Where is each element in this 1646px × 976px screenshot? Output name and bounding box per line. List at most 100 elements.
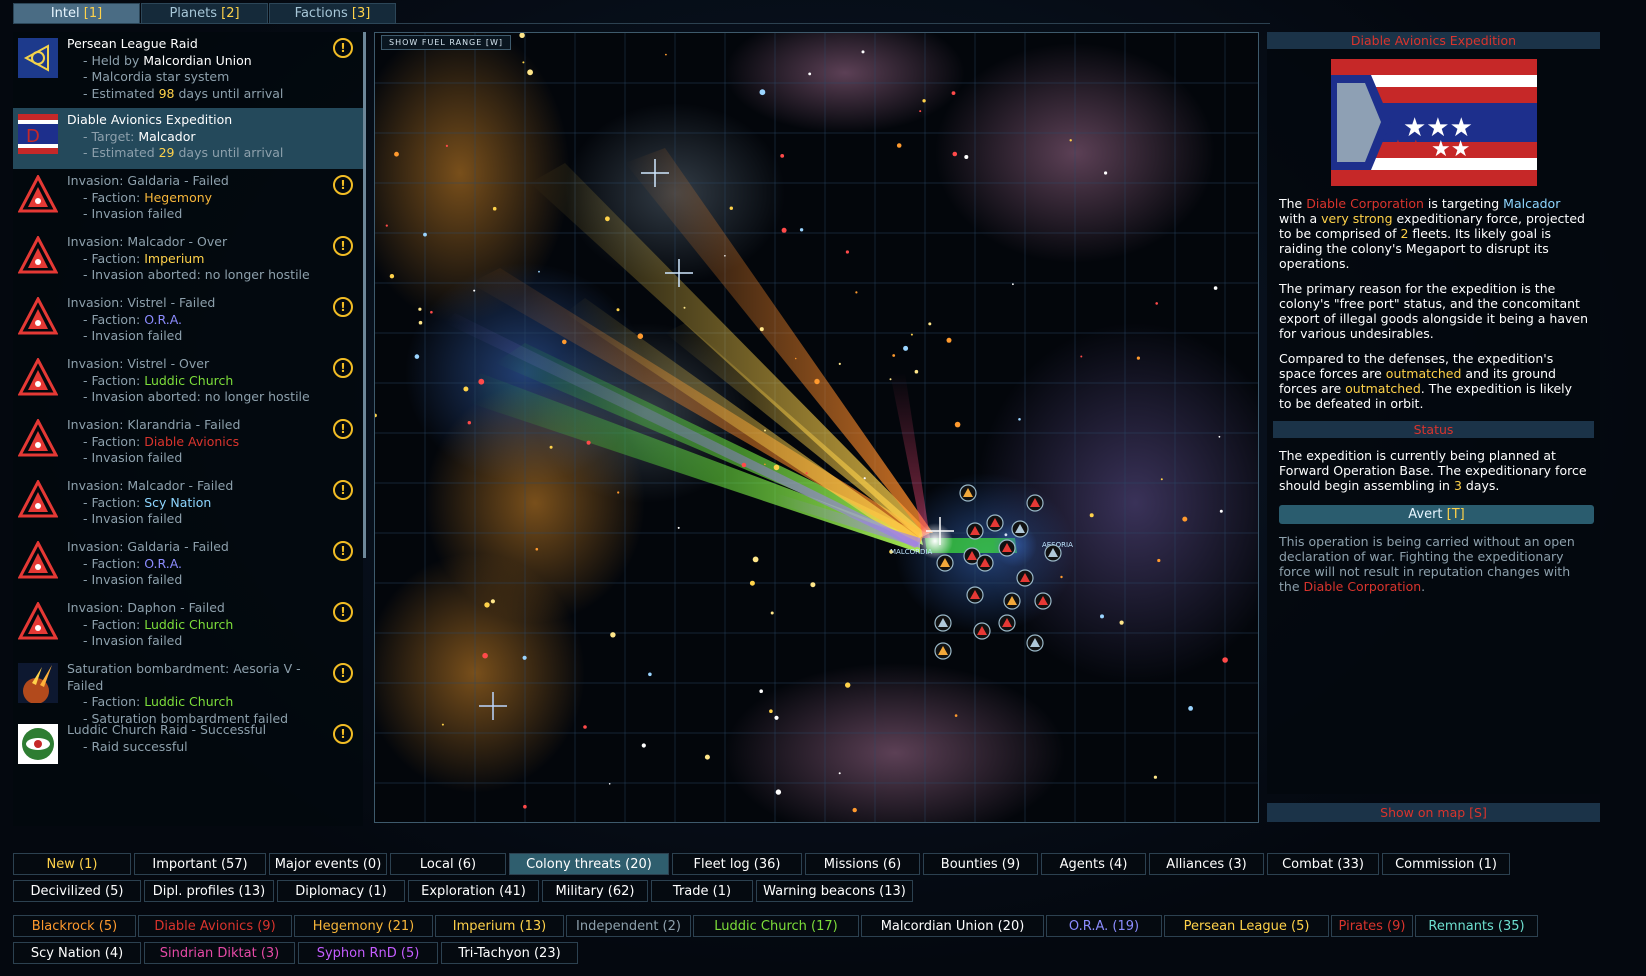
star[interactable] (914, 369, 919, 374)
star[interactable] (951, 91, 956, 95)
star[interactable] (1089, 513, 1094, 518)
intel-entry[interactable]: Invasion: Vistrel - Over - Faction: Luddi… (13, 352, 363, 413)
star[interactable] (799, 228, 804, 232)
star[interactable] (919, 110, 922, 113)
star[interactable] (922, 99, 926, 103)
star[interactable] (1153, 775, 1157, 779)
star[interactable] (838, 362, 841, 365)
star[interactable] (441, 723, 444, 726)
fleet-icon[interactable] (1011, 520, 1029, 538)
star[interactable] (418, 320, 423, 325)
star[interactable] (665, 53, 667, 56)
fleet-icon[interactable] (1026, 494, 1044, 512)
star[interactable] (637, 333, 644, 340)
intel-entry[interactable]: Invasion: Daphon - Failed - Faction: Ludd… (13, 596, 363, 657)
filter-button[interactable]: Missions (6) (805, 853, 920, 875)
sector-map[interactable]: MALCORDIA AESORIA SHOW FUEL RANGE [W] (374, 32, 1259, 823)
star[interactable] (1222, 657, 1228, 663)
star[interactable] (889, 378, 892, 381)
filter-button[interactable]: Colony threats (20) (509, 853, 669, 875)
star[interactable] (773, 464, 780, 471)
filter-button[interactable]: Military (62) (542, 880, 648, 902)
filter-button[interactable]: Bounties (9) (923, 853, 1038, 875)
star[interactable] (954, 421, 961, 428)
star[interactable] (583, 725, 587, 729)
filter-button[interactable]: Exploration (41) (408, 880, 539, 902)
filter-button[interactable]: Independent (2) (566, 915, 691, 937)
filter-button[interactable]: Dipl. profiles (13) (144, 880, 274, 902)
star[interactable] (889, 549, 893, 554)
filter-button[interactable]: Malcordian Union (20) (861, 915, 1044, 937)
star[interactable] (641, 743, 646, 748)
star[interactable] (616, 308, 620, 312)
filter-button[interactable]: Fleet log (36) (672, 853, 802, 875)
star[interactable] (759, 689, 763, 693)
filter-button[interactable]: Important (57) (134, 853, 266, 875)
star[interactable] (535, 547, 539, 551)
star[interactable] (845, 250, 849, 254)
star[interactable] (704, 754, 710, 760)
star[interactable] (903, 345, 909, 351)
filter-button[interactable]: Pirates (9) (1331, 915, 1413, 937)
star[interactable] (538, 270, 540, 273)
star[interactable] (1219, 509, 1223, 513)
star[interactable] (375, 413, 377, 418)
star[interactable] (769, 709, 773, 713)
star[interactable] (774, 715, 779, 720)
star[interactable] (764, 429, 766, 432)
fleet-icon[interactable] (973, 622, 991, 640)
intel-entry[interactable]: Persean League Raid - Held by Malcordian … (13, 32, 363, 108)
filter-button[interactable]: Syphon RnD (5) (298, 942, 438, 964)
fleet-icon[interactable] (934, 614, 952, 632)
star[interactable] (523, 804, 527, 809)
star[interactable] (445, 144, 448, 147)
filter-button[interactable]: Decivilized (5) (13, 880, 141, 902)
fleet-icon[interactable] (1026, 634, 1044, 652)
intel-entry[interactable]: Invasion: Malcador - Failed - Faction: Sc… (13, 474, 363, 535)
tab-factions[interactable]: Factions [3] (269, 3, 396, 24)
star[interactable] (473, 289, 476, 292)
filter-button[interactable]: Persean League (5) (1164, 915, 1329, 937)
star[interactable] (385, 224, 388, 227)
fleet-icon[interactable] (936, 554, 954, 572)
star[interactable] (952, 151, 958, 157)
star[interactable] (519, 33, 525, 38)
star[interactable] (394, 151, 399, 157)
filter-button[interactable]: Local (6) (390, 853, 506, 875)
star[interactable] (549, 445, 553, 449)
fleet-icon[interactable] (934, 642, 952, 660)
bright-star[interactable] (479, 692, 507, 720)
star[interactable] (463, 386, 469, 392)
star[interactable] (677, 526, 680, 529)
star[interactable] (781, 227, 787, 233)
star[interactable] (749, 580, 755, 586)
star[interactable] (586, 440, 591, 445)
tab-intel[interactable]: Intel [1] (13, 3, 140, 24)
intel-entry[interactable]: Invasion: Vistrel - Failed - Faction: O.R… (13, 291, 363, 352)
intel-entry[interactable]: D Diable Avionics Expedition - Target: Mal… (13, 108, 363, 169)
star[interactable] (863, 477, 866, 480)
star[interactable] (946, 337, 952, 343)
star[interactable] (896, 143, 902, 148)
fleet-icon[interactable] (963, 547, 981, 565)
star[interactable] (490, 599, 495, 604)
filter-button[interactable]: Blackrock (5) (13, 915, 136, 937)
star[interactable] (810, 582, 816, 588)
fleet-icon[interactable] (1003, 592, 1021, 610)
fleet-icon[interactable] (976, 554, 994, 572)
star[interactable] (852, 807, 857, 813)
star[interactable] (910, 333, 913, 336)
star[interactable] (954, 714, 958, 717)
star[interactable] (617, 491, 620, 494)
star[interactable] (467, 421, 471, 425)
filter-button[interactable]: Imperium (13) (435, 915, 564, 937)
star[interactable] (1080, 355, 1083, 358)
intel-entry[interactable]: Saturation bombardment: Aesoria V - Fail… (13, 657, 363, 726)
star[interactable] (764, 463, 766, 466)
star[interactable] (482, 652, 488, 659)
star[interactable] (724, 255, 726, 257)
bright-star[interactable] (641, 159, 669, 187)
star[interactable] (1136, 356, 1140, 360)
star[interactable] (1104, 171, 1108, 175)
star[interactable] (610, 632, 616, 638)
